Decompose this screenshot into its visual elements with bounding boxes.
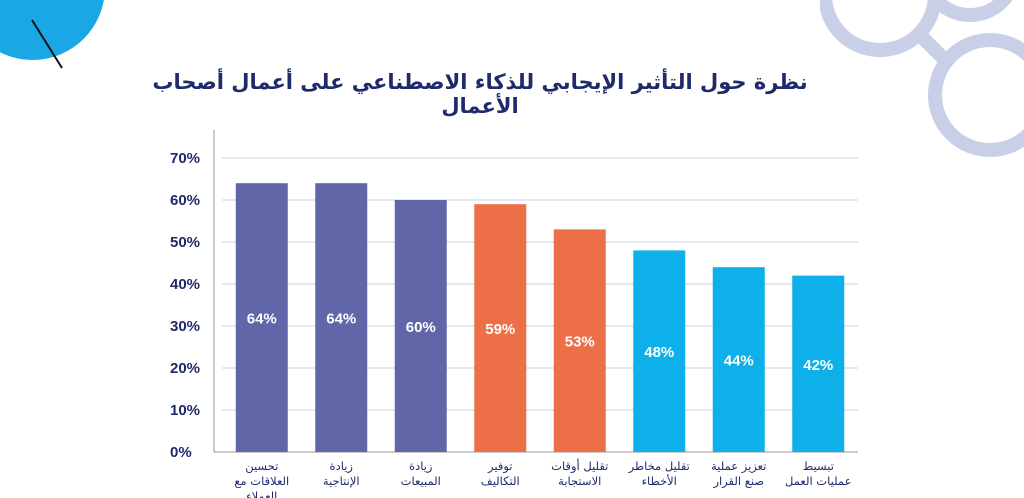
bar-value-label: 53% xyxy=(565,334,595,351)
category-label: تبسيط عمليات العمل xyxy=(785,459,851,488)
category-label: تحسين العلاقات مع العملاء xyxy=(234,459,289,498)
deco-ring xyxy=(910,25,955,70)
bar-value-label: 64% xyxy=(326,311,356,328)
bar xyxy=(394,200,447,452)
y-tick-label: 10% xyxy=(170,402,200,419)
category-label: زيادة الإنتاجية xyxy=(323,459,360,488)
y-tick-label: 60% xyxy=(170,192,200,209)
bar xyxy=(712,267,765,452)
y-tick-label: 30% xyxy=(170,318,200,335)
bar-value-label: 48% xyxy=(644,344,674,361)
y-tick-label: 40% xyxy=(170,276,200,293)
deco-ring xyxy=(820,0,942,57)
category-label: تعزيز عملية صنع القرار xyxy=(711,459,766,489)
y-tick-label: 50% xyxy=(170,234,200,251)
category-label: زيادة المبيعات xyxy=(401,459,441,488)
bar xyxy=(315,183,368,452)
bar xyxy=(235,183,288,452)
y-tick-label: 20% xyxy=(170,360,200,377)
bar xyxy=(553,229,606,452)
bar-value-label: 59% xyxy=(485,321,515,338)
deco-ring xyxy=(927,0,1013,22)
bar-value-label: 60% xyxy=(406,319,436,336)
bar xyxy=(633,250,686,452)
chart-title: نظرة حول التأثير الإيجابي للذكاء الاصطنا… xyxy=(152,70,808,118)
category-label: تقليل أوقات الاستجابة xyxy=(551,458,608,488)
bar xyxy=(792,275,845,452)
y-tick-label: 70% xyxy=(170,150,200,167)
bar xyxy=(474,204,527,452)
category-label: توفير التكاليف xyxy=(481,459,520,488)
category-label: تقليل مخاطر الأخطاء xyxy=(628,459,690,488)
bar-value-label: 64% xyxy=(247,311,277,328)
decorative-rings xyxy=(820,0,1024,157)
bar-value-label: 42% xyxy=(803,357,833,374)
deco-ring xyxy=(928,33,1024,157)
y-tick-label: 0% xyxy=(170,444,192,461)
bar-value-label: 44% xyxy=(724,353,754,370)
